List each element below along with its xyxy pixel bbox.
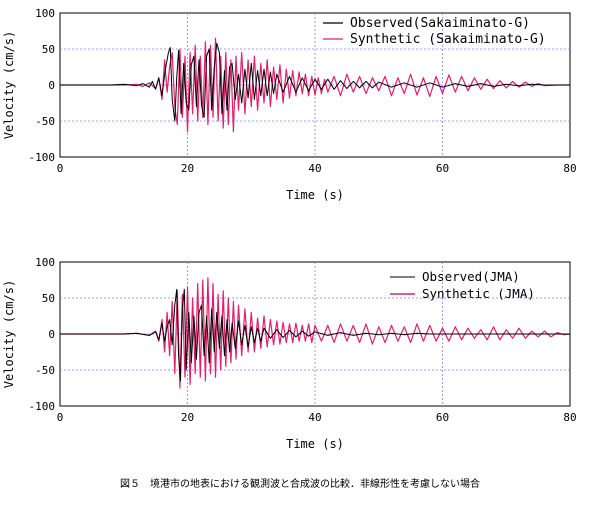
chart-1: 0 20 40 60 80 -100 -50 0 50 100 Time (s) Velocity… [2,7,577,202]
chart-2-ylabel: Velocity (cm/s) [2,280,16,388]
chart-1-series-synthetic-line [60,37,570,133]
chart-1-xtick-label: 40 [308,162,321,175]
chart-2-series-observed-line [60,288,570,382]
chart-2-xlabel: Time (s) [286,437,344,451]
chart-1-legend: Observed(Sakaiminato-G) Synthetic (Sakai… [323,16,546,47]
chart-2-xtick-label: 0 [57,411,64,424]
chart-1-series-observed-line [60,42,570,122]
chart-2-series-synthetic-line [60,277,571,389]
chart-2-ytick-label: 100 [35,256,55,269]
chart-2-ytick-label: -100 [29,400,56,413]
chart-2-xtick-label: 60 [436,411,449,424]
chart-1-xlabel: Time (s) [286,188,344,202]
chart-1-legend-observed-label: Observed(Sakaiminato-G) [350,16,530,31]
chart-2-series [60,277,571,389]
chart-2-xtick-label: 80 [563,411,576,424]
chart-1-ytick-label: -100 [29,151,56,164]
chart-2-xtick-label: 20 [181,411,194,424]
chart-2-ticks: 0 20 40 60 80 -100 -50 0 50 100 [29,256,577,424]
chart-1-series [60,37,570,133]
chart-1-xtick-label: 60 [436,162,449,175]
chart-1-ylabel: Velocity (cm/s) [2,31,16,139]
chart-1-legend-synthetic-label: Synthetic (Sakaiminato-G) [350,32,546,47]
chart-2-ytick-label: -50 [35,364,55,377]
chart-1-ytick-label: 100 [35,7,55,20]
chart-1-xtick-label: 0 [57,162,64,175]
chart-2-ytick-label: 50 [42,292,55,305]
chart-2-ytick-label: 0 [48,328,55,341]
chart-2-legend: Observed(JMA) Synthetic (JMA) [390,269,535,301]
chart-1-ytick-label: 0 [48,79,55,92]
chart-2-xtick-label: 40 [308,411,321,424]
chart-2-legend-synthetic-label: Synthetic (JMA) [422,286,535,301]
chart-2-legend-observed-label: Observed(JMA) [422,269,520,284]
chart-1-ticks: 0 20 40 60 80 -100 -50 0 50 100 [29,7,577,175]
chart-2: 0 20 40 60 80 -100 -50 0 50 100 Time (s) Velocity… [2,256,577,451]
figure-caption: 図５ 境港市の地表における観測波と合成波の比較．非線形性を考慮しない場合 [120,477,480,490]
chart-1-xtick-label: 20 [181,162,194,175]
chart-1-ytick-label: 50 [42,43,55,56]
chart-1-xtick-label: 80 [563,162,576,175]
chart-1-ytick-label: -50 [35,115,55,128]
